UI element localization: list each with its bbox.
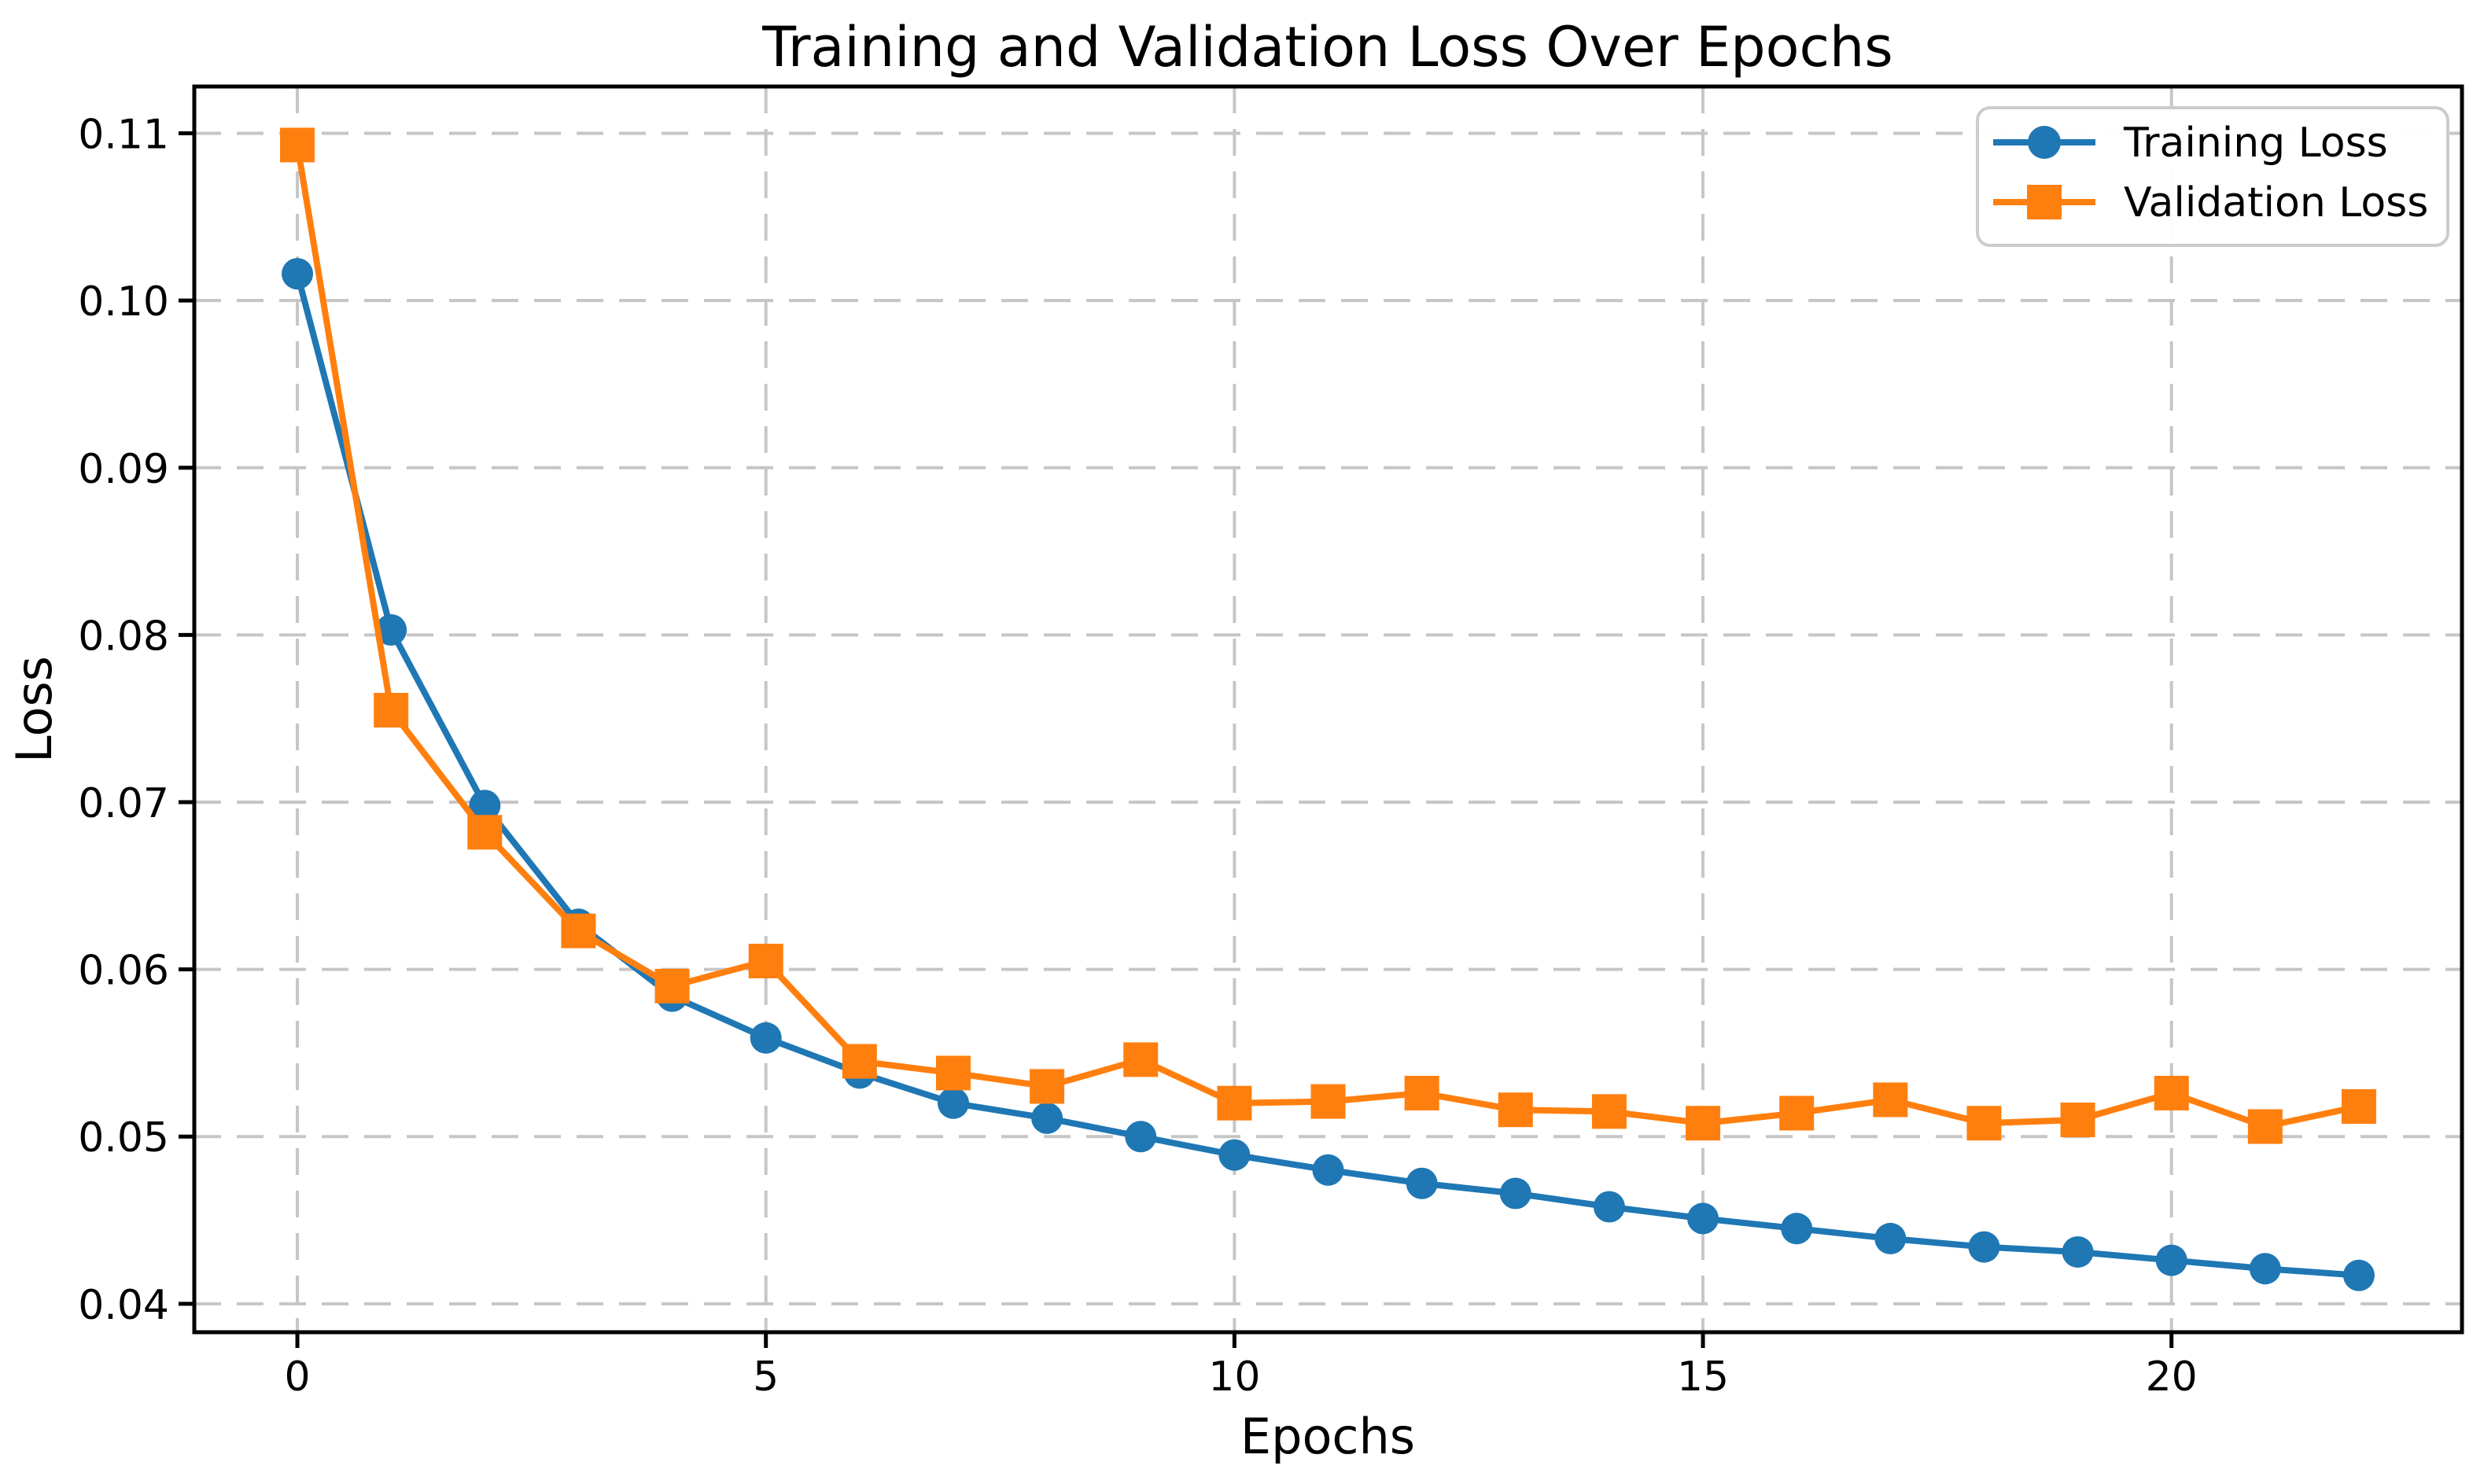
validation-loss-point-10: [1217, 1085, 1252, 1121]
validation-loss-point-20: [2154, 1075, 2189, 1110]
x-axis-label: Epochs: [1240, 1408, 1415, 1465]
y-tick-label-0.09: 0.09: [78, 446, 169, 493]
y-tick-label-0.07: 0.07: [78, 780, 169, 827]
training-loss-point-7: [937, 1087, 969, 1119]
y-tick-label-0.05: 0.05: [78, 1114, 169, 1162]
training-loss-point-18: [1968, 1231, 2000, 1263]
y-tick-label-0.04: 0.04: [78, 1282, 169, 1329]
y-tick-label-0.11: 0.11: [78, 112, 169, 159]
validation-loss-point-12: [1404, 1075, 1439, 1110]
validation-loss-point-2: [467, 815, 503, 850]
validation-loss-point-8: [1030, 1069, 1065, 1104]
training-loss-point-5: [750, 1022, 782, 1054]
training-loss-point-1: [375, 614, 407, 646]
training-loss-point-19: [2062, 1235, 2094, 1268]
training-loss-point-13: [1499, 1177, 1531, 1210]
x-tick-label-20: 20: [2146, 1353, 2198, 1401]
training-loss-point-12: [1406, 1167, 1438, 1199]
training-loss-point-9: [1125, 1121, 1157, 1153]
validation-loss-point-5: [748, 943, 783, 978]
validation-loss-point-14: [1591, 1094, 1627, 1129]
x-tick-label-0: 0: [284, 1353, 310, 1401]
validation-loss-point-7: [935, 1055, 971, 1091]
grid-layer: [194, 87, 2462, 1332]
validation-loss-point-18: [1966, 1106, 2002, 1141]
validation-loss-point-13: [1498, 1092, 1533, 1128]
training-loss-point-14: [1593, 1191, 1625, 1223]
validation-loss-point-4: [654, 968, 690, 1003]
training-loss-point-8: [1031, 1102, 1063, 1134]
validation-loss-point-19: [2060, 1102, 2095, 1137]
legend-validation-label: Validation Loss: [2124, 179, 2428, 226]
legend-training-label: Training Loss: [2123, 120, 2388, 167]
x-tick-label-10: 10: [1208, 1353, 1260, 1401]
validation-loss-point-1: [374, 693, 409, 728]
validation-loss-point-15: [1686, 1106, 1721, 1141]
chart-title: Training and Validation Loss Over Epochs: [761, 15, 1893, 79]
training-loss-point-16: [1781, 1213, 1813, 1245]
validation-loss-line: [294, 144, 2360, 1130]
validation-loss-point-3: [561, 913, 596, 948]
x-tick-label-15: 15: [1677, 1353, 1729, 1401]
validation-loss-point-6: [842, 1044, 877, 1079]
series-layer: [280, 127, 2376, 1291]
validation-loss-point-11: [1310, 1084, 1346, 1119]
validation-loss-point-9: [1123, 1042, 1159, 1077]
tick-layer: 0.04 0.05 0.06 0.07 0.08 0.09 0.10 0.11 0 5 10 15 20: [78, 112, 2198, 1401]
y-axis-label: Loss: [6, 656, 63, 763]
x-tick-label-5: 5: [753, 1353, 779, 1401]
y-tick-label-0.06: 0.06: [78, 948, 169, 995]
legend-validation-marker-icon: [2027, 185, 2062, 219]
training-loss-line: [294, 273, 2360, 1279]
training-loss-point-0: [282, 258, 314, 290]
validation-loss-point-17: [1873, 1082, 1908, 1118]
plot-border: [192, 84, 2464, 1335]
y-tick-label-0.08: 0.08: [78, 613, 169, 660]
training-loss-point-11: [1312, 1154, 1344, 1186]
legend-training-marker-icon: [2028, 126, 2061, 159]
validation-loss-point-21: [2247, 1109, 2283, 1144]
validation-loss-point-16: [1779, 1096, 1815, 1131]
training-loss-point-2: [469, 790, 501, 822]
training-loss-point-17: [1874, 1222, 1907, 1254]
legend: Training Loss Validation Loss: [1976, 106, 2449, 247]
training-loss-point-22: [2342, 1259, 2375, 1291]
validation-loss-point-22: [2341, 1088, 2376, 1124]
y-tick-label-0.1: 0.10: [78, 278, 169, 326]
validation-loss-point-0: [280, 127, 315, 163]
training-loss-point-20: [2155, 1244, 2187, 1276]
training-loss-point-21: [2249, 1253, 2281, 1285]
training-loss-point-15: [1687, 1202, 1719, 1235]
training-loss-point-10: [1218, 1139, 1251, 1171]
